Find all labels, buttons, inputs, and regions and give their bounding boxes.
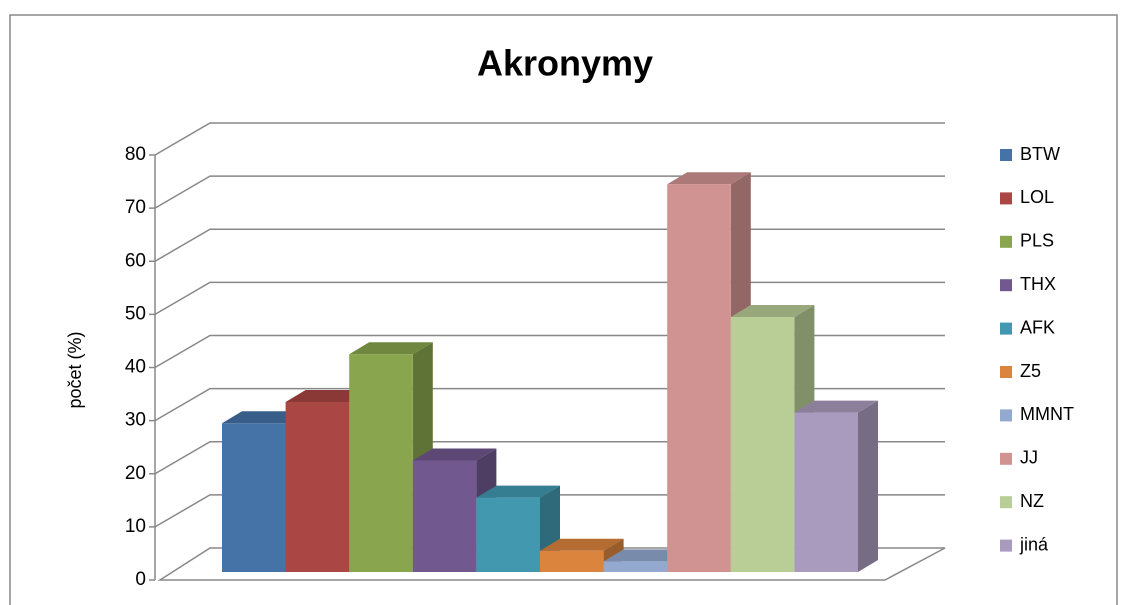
y-tick-label: 30 [125,410,146,431]
legend-label: Z5 [1020,361,1041,381]
bar-top [794,400,878,413]
legend-swatch [1000,279,1012,292]
grid-line [154,122,945,156]
bar-top [476,485,560,498]
legend-swatch [1000,496,1012,509]
y-tick-label: 70 [125,197,146,218]
bar-top [285,390,370,402]
y-tick-label: 0 [135,569,146,590]
legend-swatch [1000,366,1012,378]
legend-label: BTW [1020,144,1060,164]
y-tick-label: 10 [125,516,146,537]
legend-swatch [1000,322,1012,335]
bar-top [349,342,433,355]
bar-top [730,305,815,317]
bar [603,561,668,572]
legend-label: PLS [1020,231,1054,251]
floor [157,547,946,581]
legend-swatch [1000,149,1012,161]
chart-title: Akronymy [477,43,653,84]
legend-label: NZ [1020,491,1044,511]
bar [794,412,858,572]
bar-top [667,172,751,185]
y-tick-label: 60 [125,250,146,271]
bar [349,354,413,572]
legend-swatch [1000,539,1012,552]
y-tick-label: 80 [125,144,146,165]
legend-label: JJ [1020,448,1038,468]
bar [730,317,795,572]
legend-label: LOL [1020,187,1054,207]
y-tick-label: 20 [125,463,146,484]
bar [412,460,477,572]
legend-swatch [1000,192,1012,205]
legend-label: MMNT [1020,404,1074,424]
legend-label: THX [1020,274,1056,294]
bar-top [412,448,497,461]
bar-top [222,411,306,424]
legend-swatch [1000,409,1012,422]
bar-side [858,400,878,572]
y-tick-label: 50 [125,303,146,324]
bar [667,184,731,572]
legend-swatch [1000,235,1012,248]
bar [285,402,350,572]
y-axis-label: počet (%) [65,331,85,408]
legend-label: jiná [1019,534,1049,554]
bar-top [603,549,688,562]
chart-border [9,14,1118,605]
legend-label: AFK [1020,317,1055,337]
bar [222,423,286,572]
bar [476,497,540,572]
bar [540,550,604,572]
legend-swatch [1000,452,1012,465]
y-tick-label: 40 [125,357,146,378]
bar-top [540,538,624,551]
